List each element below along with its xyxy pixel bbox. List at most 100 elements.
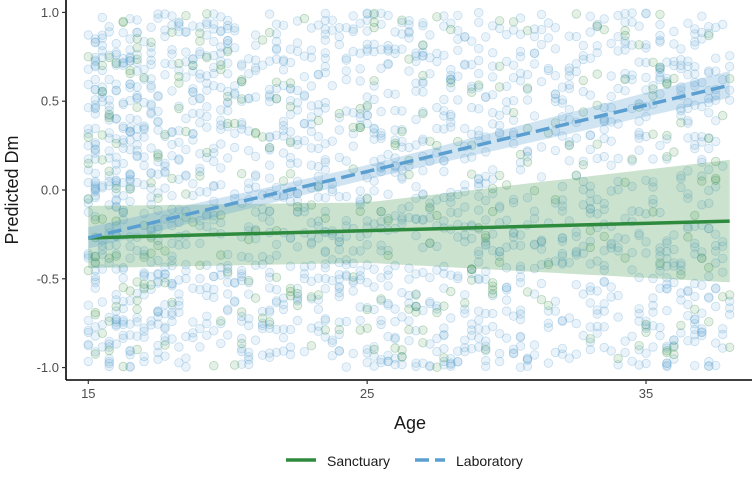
scatter-point-laboratory: [725, 95, 735, 105]
scatter-point-sanctuary: [264, 27, 275, 38]
scatter-point-laboratory: [362, 118, 372, 129]
scatter-point-laboratory: [181, 47, 191, 57]
scatter-point-laboratory: [383, 331, 393, 342]
scatter-point-laboratory: [446, 359, 456, 370]
scatter-point-laboratory: [202, 260, 212, 270]
scatter-point-laboratory: [641, 131, 651, 142]
scatter-point-laboratory: [557, 195, 568, 205]
scatter-point-laboratory: [222, 15, 233, 26]
scatter-point-laboratory: [222, 263, 233, 274]
scatter-point-laboratory: [146, 272, 156, 282]
scatter-point-laboratory: [592, 48, 602, 58]
scatter-point-laboratory: [216, 105, 226, 115]
scatter-point-laboratory: [425, 69, 435, 79]
scatter-point-laboratory: [132, 50, 142, 60]
scatter-point-laboratory: [104, 110, 114, 121]
scatter-point-laboratory: [467, 81, 477, 92]
scatter-point-sanctuary: [704, 133, 714, 143]
scatter-point-laboratory: [460, 32, 470, 42]
scatter-point-sanctuary: [397, 345, 407, 355]
scatter-point-laboratory: [592, 22, 602, 32]
scatter-point-laboratory: [111, 317, 121, 327]
scatter-point-laboratory: [383, 245, 393, 256]
scatter-point-laboratory: [334, 329, 345, 340]
scatter-point-laboratory: [585, 344, 596, 355]
scatter-point-laboratory: [711, 115, 721, 126]
scatter-point-laboratory: [439, 261, 449, 272]
scatter-point-laboratory: [418, 136, 428, 146]
scatter-point-laboratory: [494, 348, 505, 359]
scatter-point-laboratory: [104, 358, 114, 369]
scatter-point-laboratory: [222, 304, 233, 314]
scatter-point-laboratory: [543, 65, 554, 76]
scatter-point-laboratory: [97, 342, 108, 352]
scatter-point-laboratory: [278, 125, 289, 136]
scatter-point-sanctuary: [662, 78, 672, 89]
scatter-point-laboratory: [362, 15, 372, 25]
scatter-point-laboratory: [125, 241, 135, 252]
scatter-point-laboratory: [125, 95, 135, 106]
scatter-point-laboratory: [83, 340, 94, 351]
scatter-point-laboratory: [439, 330, 449, 341]
scatter-point-laboratory: [153, 354, 163, 365]
scatter-point-laboratory: [383, 298, 393, 309]
scatter-point-sanctuary: [564, 140, 575, 151]
scatter-point-laboratory: [320, 206, 331, 217]
scatter-point-laboratory: [404, 33, 414, 43]
scatter-point-sanctuary: [236, 338, 247, 349]
scatter-point-sanctuary: [676, 117, 686, 128]
scatter-point-laboratory: [585, 27, 596, 37]
scatter-point-laboratory: [313, 131, 324, 142]
scatter-point-laboratory: [397, 124, 407, 135]
scatter-point-laboratory: [104, 200, 114, 210]
scatter-point-laboratory: [132, 139, 142, 150]
scatter-point-laboratory: [250, 171, 261, 182]
scatter-point-sanctuary: [411, 290, 421, 300]
scatter-point-laboratory: [515, 264, 526, 275]
scatter-point-sanctuary: [257, 132, 268, 142]
scatter-point-laboratory: [550, 145, 561, 156]
scatter-point-laboratory: [369, 134, 379, 144]
scatter-point-sanctuary: [488, 183, 498, 194]
scatter-point-laboratory: [683, 166, 693, 176]
scatter-point-laboratory: [118, 121, 128, 132]
scatter-point-laboratory: [125, 135, 135, 145]
scatter-point-laboratory: [425, 204, 435, 214]
scatter-point-laboratory: [397, 288, 407, 298]
scatter-point-laboratory: [195, 47, 205, 57]
scatter-point-laboratory: [236, 275, 247, 286]
scatter-point-laboratory: [481, 274, 491, 285]
scatter-point-laboratory: [564, 83, 575, 94]
scatter-point-laboratory: [557, 181, 568, 192]
scatter-point-laboratory: [683, 299, 693, 310]
scatter-point-laboratory: [243, 126, 254, 136]
scatter-point-laboratory: [501, 105, 512, 115]
scatter-point-laboratory: [592, 321, 602, 332]
scatter-point-laboratory: [97, 181, 108, 191]
scatter-point-laboratory: [578, 176, 589, 187]
scatter-point-laboratory: [711, 240, 721, 251]
scatter-point-sanctuary: [104, 112, 114, 123]
scatter-point-sanctuary: [620, 25, 630, 36]
scatter-point-laboratory: [160, 58, 170, 69]
scatter-point-laboratory: [634, 272, 644, 283]
scatter-point-laboratory: [592, 153, 602, 164]
scatter-point-laboratory: [104, 180, 114, 191]
scatter-point-laboratory: [606, 38, 616, 49]
scatter-point-laboratory: [222, 98, 233, 108]
scatter-point-sanctuary: [292, 288, 303, 299]
scatter-point-laboratory: [390, 334, 400, 344]
scatter-point-laboratory: [174, 275, 184, 285]
scatter-point-sanctuary: [494, 170, 505, 181]
scatter-point-laboratory: [181, 331, 191, 342]
scatter-point-laboratory: [411, 193, 421, 204]
scatter-point-laboratory: [599, 151, 609, 162]
scatter-point-laboratory: [578, 184, 589, 195]
scatter-point-laboratory: [704, 143, 714, 154]
scatter-point-laboratory: [139, 160, 149, 171]
scatter-point-laboratory: [153, 188, 163, 198]
scatter-point-laboratory: [676, 105, 686, 116]
scatter-point-sanctuary: [481, 344, 491, 355]
scatter-point-laboratory: [571, 349, 582, 359]
scatter-point-laboratory: [160, 9, 170, 19]
